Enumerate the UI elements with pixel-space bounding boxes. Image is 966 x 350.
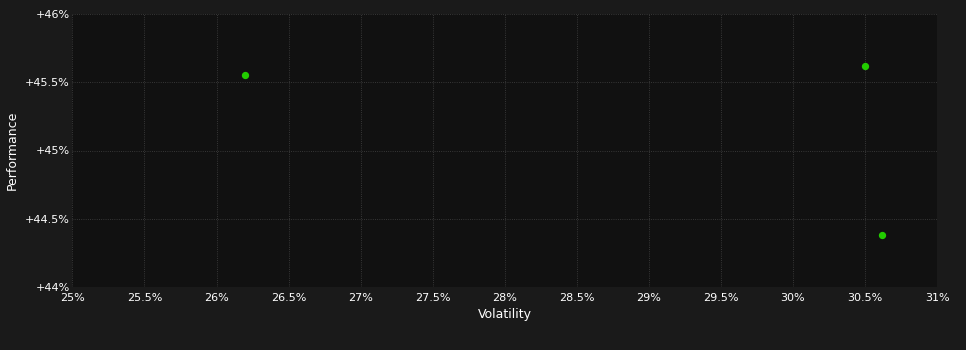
X-axis label: Volatility: Volatility xyxy=(478,308,531,321)
Point xyxy=(238,73,253,78)
Point xyxy=(857,63,872,69)
Y-axis label: Performance: Performance xyxy=(6,111,19,190)
Point xyxy=(874,232,890,238)
